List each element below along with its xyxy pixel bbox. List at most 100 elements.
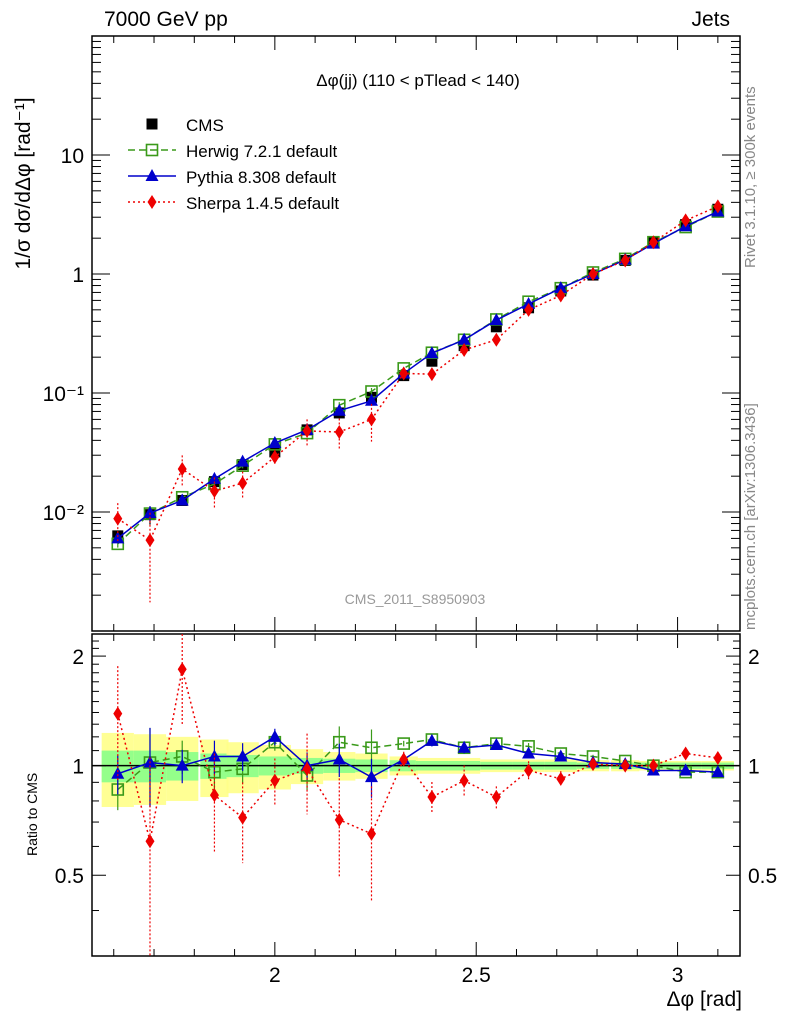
ratio-point	[366, 826, 376, 841]
ratio-point	[522, 746, 536, 759]
ratio-tick-label-left: 1	[72, 756, 84, 779]
x-tick-label: 2	[269, 964, 281, 987]
ratio-point	[268, 729, 282, 742]
data-point	[713, 199, 723, 214]
chart-title: Δφ(jj) (110 < pTlead < 140)	[316, 71, 520, 90]
ratio-point	[238, 810, 248, 825]
ratio-point	[588, 757, 598, 772]
data-point	[425, 346, 439, 359]
ratio-point	[397, 737, 411, 750]
ratio-tick-label-right: 2	[748, 646, 760, 669]
data-point	[427, 367, 437, 382]
legend-label: Pythia 8.308 default	[186, 168, 337, 187]
y-tick-label: 10	[61, 145, 84, 168]
data-point	[489, 313, 503, 326]
analysis-watermark: CMS_2011_S8950903	[345, 591, 486, 607]
legend-label: CMS	[186, 116, 224, 135]
data-point	[554, 281, 568, 294]
ratio-point	[425, 733, 439, 746]
data-point	[145, 533, 155, 548]
x-axis-title: Δφ [rad]	[667, 988, 743, 1011]
ratio-point	[113, 706, 123, 721]
data-point	[457, 332, 471, 345]
legend-marker	[145, 169, 159, 181]
ratio-point	[457, 740, 471, 753]
data-point	[209, 484, 219, 499]
data-point	[524, 302, 534, 317]
data-point	[681, 213, 691, 228]
ratio-point	[679, 763, 693, 776]
y-axis-title: 1/σ dσ/dΔφ [rad⁻¹]	[12, 97, 35, 269]
series-2	[111, 204, 725, 807]
data-point	[366, 412, 376, 427]
data-point	[459, 342, 469, 357]
y-tick-label: 1	[72, 264, 84, 287]
data-point	[238, 476, 248, 491]
legend-marker	[146, 118, 158, 130]
x-tick-label: 3	[672, 964, 684, 987]
ratio-point	[332, 752, 346, 765]
ratio-point	[556, 771, 566, 786]
rivet-version-label: Rivet 3.1.10, ≥ 300k events	[742, 86, 759, 268]
main-plot-frame	[91, 35, 741, 632]
ratio-tick-label-left: 0.5	[55, 865, 84, 888]
data-point	[111, 531, 125, 544]
series-line	[117, 205, 719, 542]
series-3	[113, 199, 723, 956]
ratio-point	[491, 790, 501, 805]
ratio-line	[117, 735, 718, 778]
ratio-plot-frame	[91, 633, 741, 957]
ratio-point	[145, 834, 155, 849]
ratio-tick-label-right: 1	[748, 756, 760, 779]
ratio-point	[365, 741, 378, 755]
legend: CMS Herwig 7.2.1 default Pythia 8.308 defa…	[128, 116, 339, 213]
data-point	[268, 436, 282, 449]
data-point	[175, 493, 189, 506]
ratio-point	[711, 765, 725, 778]
data-point	[620, 253, 630, 268]
data-point	[399, 366, 409, 381]
x-tick-label: 2.5	[462, 964, 491, 987]
ratio-point	[175, 758, 189, 771]
data-point	[332, 403, 346, 416]
ratio-point	[524, 763, 534, 778]
ratio-point	[334, 812, 344, 827]
legend-label: Sherpa 1.4.5 default	[186, 194, 339, 213]
ratio-point	[713, 750, 723, 765]
ratio-point	[459, 773, 469, 788]
data-point	[491, 332, 501, 347]
ratio-point	[209, 788, 219, 803]
data-point	[648, 235, 658, 250]
data-point	[177, 461, 187, 476]
ratio-point	[648, 758, 658, 773]
mcplots-source-label: mcplots.cern.ch [arXiv:1306.3436]	[742, 403, 759, 630]
series-1	[111, 205, 725, 811]
ratio-axis-label: Ratio to CMS	[24, 772, 40, 856]
data-point	[588, 267, 598, 281]
data-point	[113, 511, 123, 526]
legend-label: Herwig 7.2.1 default	[186, 142, 337, 161]
data-point	[364, 393, 378, 406]
ratio-point	[620, 758, 630, 773]
axis-ticks	[92, 36, 740, 957]
ratio-point	[302, 761, 312, 776]
data-point	[236, 454, 250, 467]
legend-marker	[147, 195, 157, 209]
series-group	[111, 199, 725, 956]
ratio-point	[177, 662, 187, 677]
ratio-line	[117, 738, 718, 791]
data-point	[302, 423, 312, 438]
ratio-point	[236, 749, 250, 762]
ratio-point	[489, 737, 503, 750]
ratio-point	[554, 749, 568, 762]
data-point	[334, 425, 344, 440]
y-tick-label: 10⁻¹	[43, 383, 84, 406]
ratio-tick-label-right: 0.5	[748, 865, 777, 888]
data-point	[270, 449, 280, 464]
ratio-point	[681, 746, 691, 761]
data-point	[490, 321, 502, 333]
uncertainty-bands	[101, 732, 734, 807]
y-tick-label: 10⁻²	[43, 502, 84, 525]
header-energy-label: 7000 GeV pp	[104, 8, 228, 31]
